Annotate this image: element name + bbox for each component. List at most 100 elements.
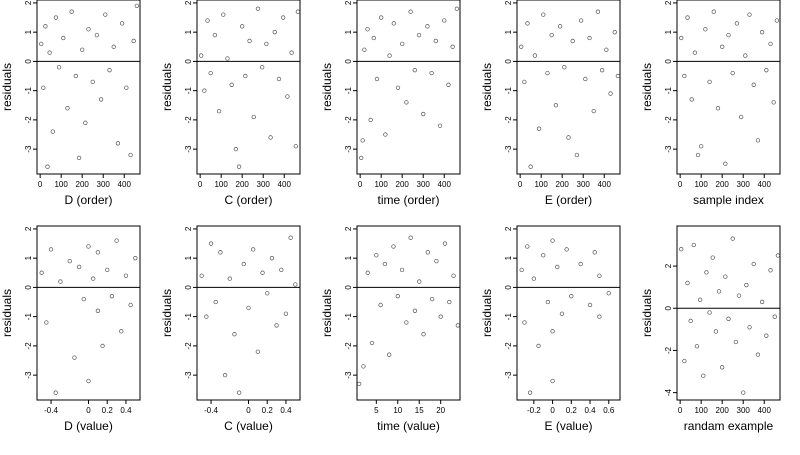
plot-frame xyxy=(676,0,781,175)
x-tick-label: -0.4 xyxy=(44,406,58,415)
data-point xyxy=(378,302,383,308)
data-point xyxy=(569,294,574,299)
data-point xyxy=(451,273,456,278)
data-point xyxy=(433,38,438,44)
y-axis-label: residuals xyxy=(640,289,654,337)
panel-10: 0 100 200 300 400 -4 -2 0 2 randam example residua… xyxy=(640,225,781,433)
x-tick-label: 200 xyxy=(76,180,90,189)
y-tick-label: 0 xyxy=(24,59,33,64)
y-tick-label: 1 xyxy=(184,29,193,34)
y-tick-label: -3 xyxy=(344,145,353,153)
y-tick-label: 1 xyxy=(24,29,33,34)
data-point xyxy=(578,261,583,267)
x-tick-label: 0.6 xyxy=(603,406,615,415)
data-point xyxy=(604,47,609,52)
data-point xyxy=(421,111,426,117)
data-point xyxy=(371,35,376,41)
data-point xyxy=(720,365,725,370)
data-point xyxy=(119,21,125,26)
data-point xyxy=(733,339,739,345)
data-point xyxy=(730,70,735,76)
data-point xyxy=(391,244,396,249)
data-point xyxy=(688,318,693,324)
data-point xyxy=(208,241,214,246)
data-point xyxy=(205,18,210,23)
x-tick-label: 200 xyxy=(556,180,570,189)
data-point xyxy=(387,53,392,58)
y-tick-label: -1 xyxy=(24,87,33,95)
x-axis-label: randam example xyxy=(684,419,774,433)
plot-frame xyxy=(356,225,461,401)
data-point xyxy=(720,44,725,49)
data-point xyxy=(412,308,418,313)
data-point xyxy=(747,325,752,330)
data-point xyxy=(399,267,405,273)
data-point xyxy=(716,289,722,294)
data-point xyxy=(566,135,571,140)
data-point xyxy=(260,270,265,275)
data-point xyxy=(232,332,237,337)
y-tick-label: 0 xyxy=(504,59,513,64)
x-tick-label: 100 xyxy=(534,180,548,189)
data-point xyxy=(265,291,270,296)
plot-frame xyxy=(356,0,461,175)
data-point xyxy=(691,242,696,248)
panel-7: -0.4 0 0.2 0.4 -3 -2 -1 0 1 2 C (value) residuals xyxy=(160,225,301,433)
y-tick-label: 2 xyxy=(24,0,33,5)
x-tick-label: 300 xyxy=(257,180,271,189)
x-tick-label: 0 xyxy=(246,406,251,415)
data-point xyxy=(531,276,537,281)
data-point xyxy=(279,267,284,273)
data-point xyxy=(391,21,396,26)
data-point xyxy=(741,390,746,395)
x-tick-label: 400 xyxy=(758,406,772,415)
data-point xyxy=(95,250,101,255)
y-tick-label: -1 xyxy=(344,313,353,321)
data-point xyxy=(293,144,298,149)
data-point xyxy=(395,85,401,90)
data-point xyxy=(587,302,593,308)
data-point xyxy=(429,70,434,76)
data-point xyxy=(268,135,273,140)
panel-5: 0 100 200 300 400 -3 -2 -1 0 1 2 sample index residu… xyxy=(640,0,781,207)
y-tick-label: -3 xyxy=(184,371,193,379)
y-tick-label: -2 xyxy=(664,346,673,354)
y-tick-label: -2 xyxy=(24,342,33,350)
y-axis-label: residuals xyxy=(320,63,334,111)
data-point xyxy=(704,270,709,275)
x-tick-label: 10 xyxy=(393,406,402,415)
data-point xyxy=(251,114,256,120)
data-point xyxy=(595,9,601,14)
data-point xyxy=(128,152,133,158)
data-point xyxy=(50,129,55,134)
data-point xyxy=(759,30,765,35)
data-points xyxy=(39,3,139,169)
data-point xyxy=(360,138,365,143)
x-tick-label: 400 xyxy=(598,180,612,189)
data-points xyxy=(679,236,781,395)
data-point xyxy=(751,82,756,87)
data-point xyxy=(550,378,555,384)
data-point xyxy=(549,32,554,38)
y-tick-label: -3 xyxy=(504,371,513,379)
y-tick-label: 0 xyxy=(24,285,33,290)
x-axis-label: E (value) xyxy=(544,419,592,433)
plot-frame xyxy=(196,0,301,175)
data-point xyxy=(592,250,597,255)
y-tick-label: 0 xyxy=(184,285,193,290)
y-tick-label: -2 xyxy=(504,342,513,350)
data-point xyxy=(208,70,213,76)
data-point xyxy=(447,299,452,305)
data-point xyxy=(455,323,461,328)
data-point xyxy=(202,88,207,93)
panel-1: 0 100 200 300 400 -3 -2 -1 0 1 2 D (order) residuals xyxy=(0,0,141,207)
data-point xyxy=(115,141,121,146)
x-axis-label: E (order) xyxy=(545,193,592,207)
data-point xyxy=(416,32,422,38)
data-point xyxy=(545,299,551,305)
data-point xyxy=(53,390,58,395)
data-point xyxy=(65,106,70,111)
data-point xyxy=(710,255,715,260)
data-point xyxy=(599,68,605,73)
